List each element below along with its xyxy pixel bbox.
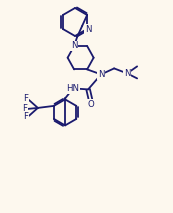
Text: N: N: [98, 70, 104, 79]
Text: F: F: [23, 94, 28, 103]
Text: N: N: [124, 69, 130, 78]
Text: O: O: [88, 100, 94, 109]
Text: F: F: [23, 112, 28, 121]
Text: N: N: [85, 24, 91, 33]
Text: F: F: [22, 104, 27, 113]
Text: N: N: [71, 42, 77, 50]
Text: HN: HN: [67, 84, 80, 93]
